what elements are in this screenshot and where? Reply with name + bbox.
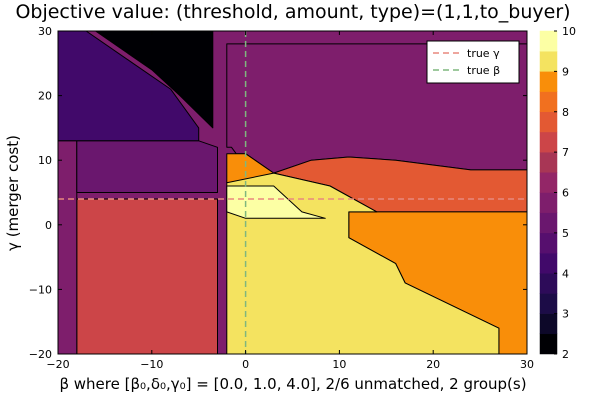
colorbar-tick-label: 3 bbox=[562, 308, 569, 321]
colorbar-segment bbox=[539, 91, 558, 112]
colorbar-segment bbox=[539, 212, 558, 234]
y-tick-label: 10 bbox=[38, 154, 52, 167]
reference-lines bbox=[58, 31, 527, 354]
colorbar-segment bbox=[539, 172, 558, 193]
colorbar-segment bbox=[539, 232, 558, 254]
chart-title: Objective value: (threshold, amount, typ… bbox=[15, 1, 570, 23]
contour-regions bbox=[58, 31, 527, 354]
colorbar: 2 3 4 5 6 7 8 9 10 bbox=[539, 25, 576, 361]
colorbar-segment bbox=[539, 50, 558, 72]
legend: true γ true β bbox=[426, 40, 520, 84]
colorbar-tick-label: 7 bbox=[562, 146, 569, 159]
colorbar-segment bbox=[539, 252, 558, 274]
colorbar-segment bbox=[539, 333, 558, 355]
y-axis-label: γ (merger cost) bbox=[4, 135, 22, 251]
x-tick-label: 10 bbox=[332, 358, 346, 371]
x-tick-label: 30 bbox=[520, 358, 534, 371]
colorbar-segment bbox=[539, 313, 558, 335]
x-tick-label: −20 bbox=[46, 358, 69, 371]
contour-region-left-edge-purple bbox=[58, 120, 78, 354]
colorbar-segment bbox=[539, 192, 558, 213]
legend-box bbox=[426, 40, 520, 84]
colorbar-tick-label: 8 bbox=[562, 106, 569, 119]
x-tick-label: −10 bbox=[140, 358, 163, 371]
colorbar-tick-label: 9 bbox=[562, 65, 569, 78]
plot-frame bbox=[57, 30, 528, 355]
colorbar-segment bbox=[539, 131, 558, 153]
colorbar-tick-label: 5 bbox=[562, 227, 569, 240]
colorbar-segment bbox=[539, 30, 558, 52]
colorbar-tick-label: 2 bbox=[562, 348, 569, 361]
colorbar-segment bbox=[539, 151, 558, 173]
contour-region-left-red bbox=[76, 198, 218, 354]
contour-region-top-left-dark bbox=[95, 31, 214, 129]
contour-region-upper-left-purple bbox=[58, 31, 200, 142]
colorbar-segment bbox=[539, 71, 558, 92]
colorbar-segment bbox=[539, 273, 558, 294]
y-tick-label: 20 bbox=[38, 90, 52, 103]
y-tick-label: 30 bbox=[38, 25, 52, 38]
colorbar-tick-label: 6 bbox=[562, 187, 569, 200]
colorbar-tick-label: 10 bbox=[562, 25, 576, 38]
y-axis-ticks: −20 −10 0 10 20 30 bbox=[29, 25, 527, 361]
colorbar-tick-label: 4 bbox=[562, 267, 569, 280]
colorbar-segment bbox=[539, 111, 558, 133]
y-tick-label: −20 bbox=[29, 348, 52, 361]
contour-region-peak bbox=[226, 185, 326, 219]
colorbar-segment bbox=[539, 293, 558, 314]
y-tick-label: −10 bbox=[29, 283, 52, 296]
legend-label: true β bbox=[467, 64, 500, 77]
x-tick-label: 0 bbox=[242, 358, 249, 371]
x-axis-label: β where [β₀,δ₀,γ₀] = [0.0, 1.0, 4.0], 2/… bbox=[59, 375, 526, 393]
x-tick-label: 20 bbox=[426, 358, 440, 371]
legend-label: true γ bbox=[467, 47, 500, 60]
x-axis-ticks: −20 −10 0 10 20 30 bbox=[46, 31, 534, 371]
y-tick-label: 0 bbox=[45, 219, 52, 232]
